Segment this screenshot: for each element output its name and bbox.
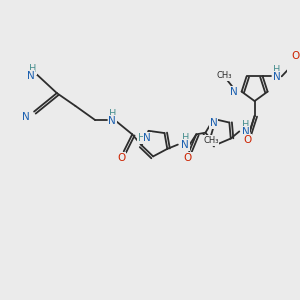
Text: H: H: [109, 109, 116, 119]
Text: N: N: [273, 72, 281, 82]
Text: H: H: [242, 120, 250, 130]
Text: N: N: [242, 127, 250, 137]
Text: CH₃: CH₃: [203, 136, 219, 145]
Text: O: O: [184, 153, 192, 163]
Text: O: O: [291, 51, 299, 61]
Text: O: O: [243, 135, 252, 145]
Text: N: N: [181, 140, 189, 150]
Text: CH₃: CH₃: [216, 71, 232, 80]
Text: H: H: [138, 133, 145, 143]
Text: N: N: [230, 87, 238, 97]
Text: H: H: [29, 64, 36, 74]
Text: N: N: [143, 133, 151, 143]
Text: H: H: [273, 65, 280, 75]
Text: H: H: [182, 133, 189, 143]
Text: N: N: [27, 71, 34, 81]
Text: N: N: [22, 112, 30, 122]
Text: N: N: [109, 116, 116, 126]
Text: O: O: [117, 153, 126, 163]
Text: N: N: [210, 118, 218, 128]
